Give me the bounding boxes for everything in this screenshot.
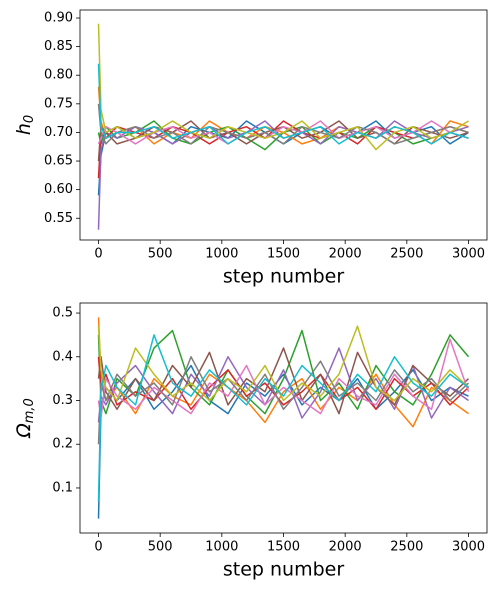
y-axis-label: h0 [13,115,37,135]
y-tick-label: 0.4 [52,349,73,364]
y-tick-label: 0.3 [52,393,73,408]
y-tick-label: 0.1 [52,480,73,495]
trace-line [97,356,470,445]
x-tick-label: 3000 [452,247,485,262]
y-tick-label: 0.85 [44,39,73,54]
x-tick-label: 2500 [390,540,423,555]
x-tick-label: 0 [94,540,102,555]
y-axis-label-sub: m,0 [22,398,37,423]
x-axis-label: step number [223,266,344,288]
x-tick-label: 500 [148,247,173,262]
trace-line [97,23,469,151]
x-tick-label: 1500 [267,540,300,555]
y-axis-label-base: Ω [13,423,35,439]
y-axis-label: Ωm,0 [13,398,37,439]
x-tick-label: 2000 [329,247,362,262]
trace-line [97,86,469,145]
trace-line [97,347,469,423]
x-tick-label: 1000 [205,247,238,262]
y-tick-label: 0.75 [44,96,73,111]
y-tick-label: 0.80 [44,68,73,83]
y-axis-label-base: h [13,123,35,135]
trace-line [97,103,469,145]
trace-line [97,356,470,411]
trace-line [97,334,469,502]
y-tick-label: 0.65 [44,154,73,169]
trace-line [97,120,469,179]
trace-line [97,120,469,151]
x-tick-label: 1500 [267,247,300,262]
trace-line [97,325,470,402]
x-tick-label: 3000 [452,540,485,555]
plot-area [97,23,469,230]
plot-area [97,317,470,519]
trace-line [97,317,469,428]
axes-frame [79,302,488,534]
x-tick-label: 0 [94,247,102,262]
x-tick-label: 2500 [390,247,423,262]
y-axis-label-sub: 0 [22,115,37,123]
x-tick-label: 2000 [329,540,362,555]
trace-line [97,120,469,230]
x-tick-label: 500 [148,540,173,555]
trace-line [97,63,469,145]
y-tick-label: 0.2 [52,437,73,452]
x-tick-label: 1000 [205,540,238,555]
trace-line [97,338,470,419]
y-tick-label: 0.55 [44,211,73,226]
y-tick-label: 0.70 [44,125,73,140]
y-tick-label: 0.60 [44,182,73,197]
x-axis-label: step number [223,559,344,581]
y-tick-label: 0.90 [44,11,73,26]
y-tick-label: 0.5 [52,306,73,321]
